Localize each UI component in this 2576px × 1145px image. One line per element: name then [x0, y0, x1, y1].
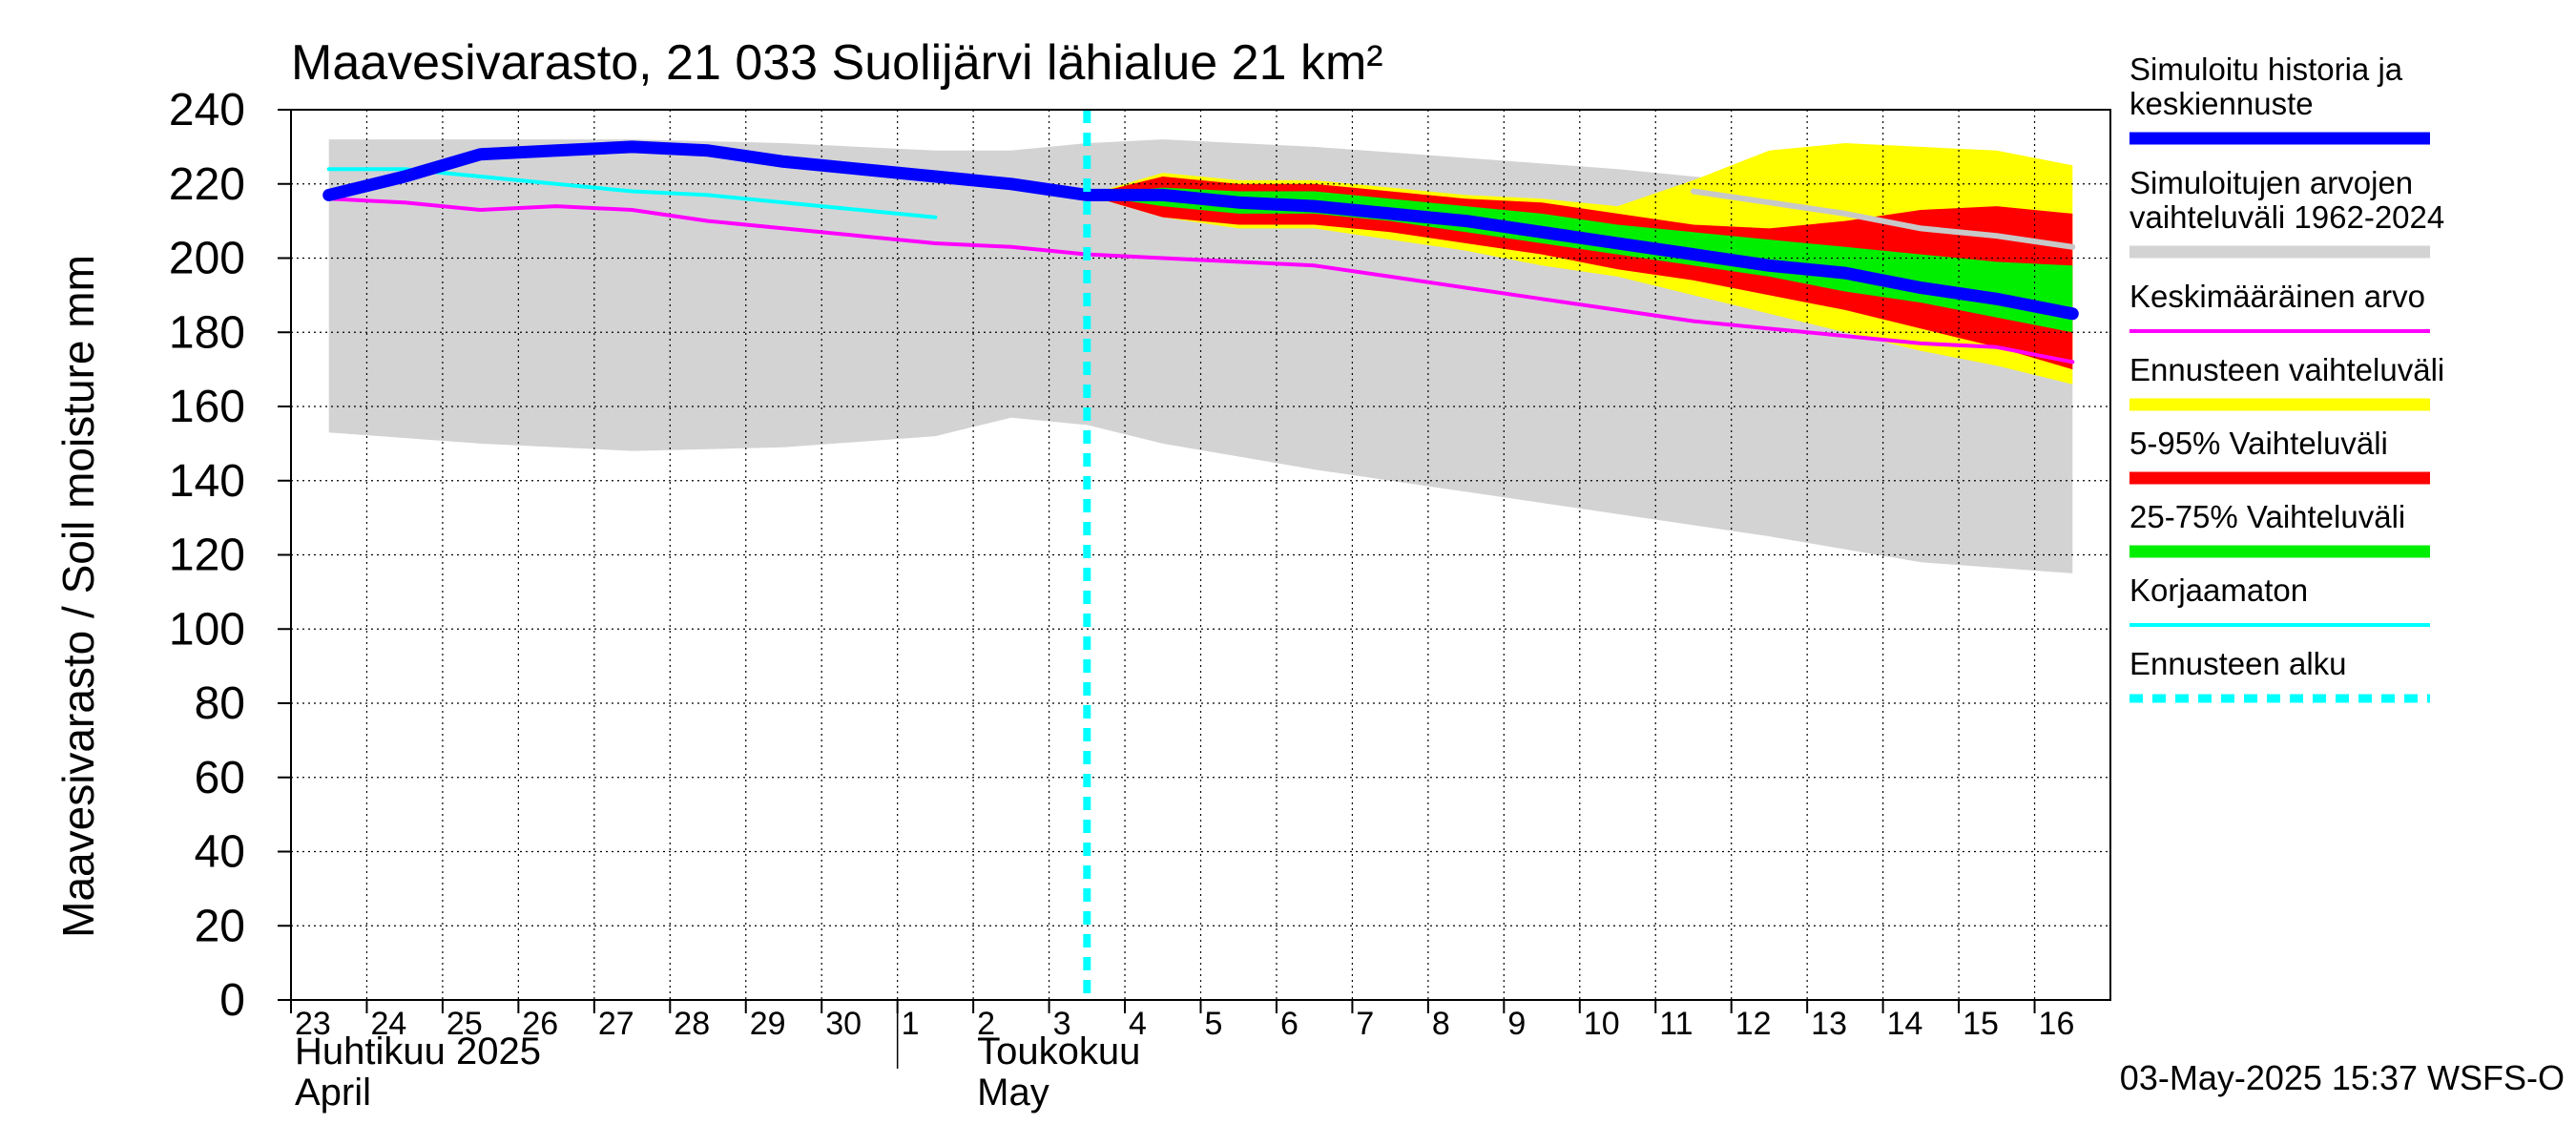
month-label-en: May: [977, 1072, 1049, 1114]
x-tick-label: 16: [2039, 1006, 2075, 1042]
x-tick-label: 28: [674, 1006, 710, 1042]
series-line-keskim-r-inen-arvo: [326, 197, 2075, 364]
y-tick-label: 180: [169, 307, 245, 358]
timestamp-label: 03-May-2025 15:37 WSFS-O: [2120, 1058, 2565, 1097]
y-tick-label: 100: [169, 604, 245, 655]
legend-label: Simuloitujen arvojen: [2129, 165, 2413, 200]
y-tick-label: 60: [195, 753, 245, 803]
y-tick-label: 80: [195, 678, 245, 729]
legend-label: Simuloitu historia ja: [2129, 52, 2403, 87]
x-tick-label: 4: [1129, 1006, 1147, 1042]
x-tick-label: 15: [1963, 1006, 1999, 1042]
legend-label: 5-95% Vaihteluväli: [2129, 426, 2388, 461]
x-tick-label: 9: [1507, 1006, 1526, 1042]
x-tick-label: 29: [750, 1006, 786, 1042]
month-label: Toukokuu: [977, 1030, 1140, 1072]
x-tick-label: 13: [1811, 1006, 1847, 1042]
x-tick-label: 5: [1205, 1006, 1223, 1042]
legend-label: 25-75% Vaihteluväli: [2129, 499, 2405, 534]
y-tick-label: 140: [169, 456, 245, 507]
x-tick-label: 26: [522, 1006, 558, 1042]
y-tick-label: 120: [169, 531, 245, 581]
y-tick-label: 160: [169, 382, 245, 432]
x-tick-label: 12: [1735, 1006, 1772, 1042]
series-line-simuloitu-historia-ja-keskiennuste: [322, 140, 2079, 321]
x-tick-label: 14: [1887, 1006, 1923, 1042]
x-tick-label: 3: [1053, 1006, 1071, 1042]
y-tick-label: 20: [195, 901, 245, 951]
x-tick-label: 24: [370, 1006, 406, 1042]
y-axis-label: Maavesivarasto / Soil moisture mm: [53, 255, 103, 938]
y-tick-label: 240: [169, 85, 245, 135]
y-tick-label: 220: [169, 159, 245, 210]
legend-label: Ennusteen vaihteluväli: [2129, 352, 2444, 387]
y-tick-label: 0: [219, 975, 245, 1026]
y-tick-label: 40: [195, 827, 245, 878]
x-tick-label: 8: [1432, 1006, 1450, 1042]
legend-label: Ennusteen alku: [2129, 646, 2347, 681]
x-tick-label: 27: [598, 1006, 634, 1042]
x-tick-label: 7: [1356, 1006, 1374, 1042]
x-tick-label: 6: [1280, 1006, 1298, 1042]
x-tick-label: 23: [295, 1006, 331, 1042]
band-5-95-vaihteluv-li: [1087, 177, 2073, 370]
x-tick-label: 1: [902, 1006, 920, 1042]
month-label-en: April: [295, 1072, 371, 1114]
x-tick-label: 11: [1659, 1006, 1693, 1042]
x-tick-label: 10: [1584, 1006, 1620, 1042]
x-tick-label: 25: [447, 1006, 483, 1042]
plot-area: [291, 109, 2110, 1001]
series-line-median-of-simulated-range: [1691, 188, 2076, 250]
legend-label: Korjaamaton: [2129, 572, 2308, 608]
month-label: Huhtikuu 2025: [295, 1030, 541, 1072]
chart-title: Maavesivarasto, 21 033 Suolijärvi lähial…: [291, 35, 1383, 91]
legend-label: Keskimääräinen arvo: [2129, 279, 2425, 314]
legend-label: keskiennuste: [2129, 86, 2314, 121]
legend-label: vaihteluväli 1962-2024: [2129, 199, 2444, 235]
y-tick-label: 200: [169, 234, 245, 284]
x-tick-label: 30: [825, 1006, 862, 1042]
x-tick-label: 2: [977, 1006, 995, 1042]
